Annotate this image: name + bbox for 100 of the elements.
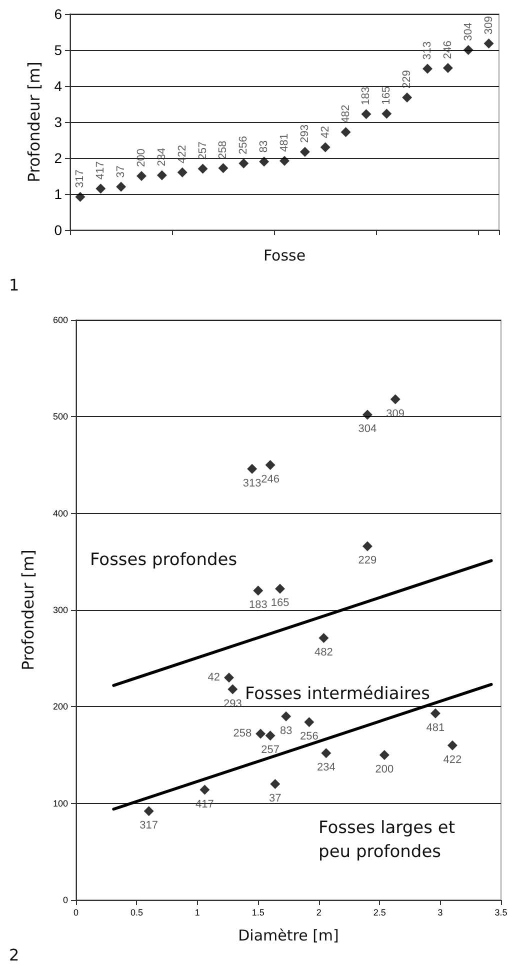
point	[200, 784, 210, 795]
x-tick-label: 258	[217, 140, 230, 160]
y-tick-label: 0	[54, 222, 62, 238]
x-tick-label: 2.5	[373, 908, 386, 918]
point	[156, 170, 167, 180]
x-tick-label: 3.5	[494, 908, 508, 918]
point	[177, 167, 188, 178]
point	[218, 163, 228, 174]
point	[484, 38, 494, 49]
x-tick-label: 0	[73, 908, 79, 918]
series-label: 422	[443, 754, 462, 766]
point	[390, 394, 400, 404]
point	[280, 156, 290, 166]
point	[362, 541, 372, 552]
series-label: 481	[426, 722, 445, 734]
series-label: 246	[261, 474, 280, 486]
series-label: 257	[261, 744, 280, 756]
x-tick-label: 0.5	[130, 908, 143, 918]
x-tick-label: 317	[74, 170, 86, 188]
series-label: 234	[316, 762, 336, 774]
x-tick-label: 83	[258, 140, 270, 153]
point	[75, 192, 86, 202]
point	[321, 748, 332, 758]
x-tick-label: 257	[196, 141, 209, 160]
point	[256, 728, 266, 739]
point	[275, 584, 285, 594]
point	[430, 708, 440, 718]
point	[270, 779, 280, 789]
y-tick-label: 400	[52, 508, 68, 518]
point	[136, 171, 146, 181]
series-label: 83	[280, 724, 292, 737]
point	[320, 142, 330, 152]
point	[224, 672, 234, 683]
x-tick-label: 37	[115, 166, 128, 178]
y-axis-title: Profondeur [m]	[24, 62, 44, 182]
y-tick-label: 1	[54, 186, 62, 202]
series-label: 317	[140, 820, 158, 832]
point	[96, 184, 106, 194]
series-label: 256	[300, 730, 318, 743]
point	[442, 63, 453, 73]
x-tick-label: 481	[278, 134, 290, 152]
point	[265, 730, 276, 741]
point	[300, 146, 310, 157]
x-tick-label: 1.5	[252, 908, 264, 918]
y-tick-label: 200	[52, 702, 68, 712]
x-tick-label: 417	[94, 161, 107, 180]
point	[422, 64, 432, 74]
point	[362, 410, 372, 420]
point	[402, 92, 412, 103]
point	[228, 684, 238, 694]
point	[253, 586, 264, 596]
annotation: Fosses profondes	[90, 550, 238, 570]
point	[463, 45, 474, 55]
point	[379, 750, 390, 760]
point	[447, 740, 458, 750]
x-axis-title: Diamètre [m]	[238, 926, 339, 944]
point	[198, 164, 208, 174]
point	[340, 127, 351, 138]
x-tick-label: 2	[316, 908, 322, 918]
point	[144, 806, 154, 816]
series-label: 313	[242, 477, 262, 490]
series-label: 229	[358, 554, 377, 567]
point	[247, 464, 258, 474]
series-label: 42	[208, 672, 220, 684]
y-tick-label: 500	[52, 412, 68, 422]
point	[304, 717, 314, 728]
series-label: 482	[314, 646, 333, 659]
y-axis-title: Profondeur [m]	[18, 550, 38, 670]
y-tick-label: 0	[62, 895, 68, 905]
annotation: Fosses intermédiaires	[245, 684, 430, 704]
y-tick-label: 5	[54, 42, 62, 58]
text: 2	[9, 946, 20, 964]
x-tick-label: 3	[438, 908, 443, 918]
y-tick-label: 4	[54, 78, 62, 94]
series-label: 304	[358, 423, 377, 436]
x-tick-label: 234	[156, 148, 168, 166]
y-tick-label: 600	[52, 315, 68, 325]
series-label: 165	[270, 597, 290, 610]
point	[281, 711, 292, 722]
y-tick-label: 300	[52, 605, 68, 615]
series-label: 37	[269, 792, 282, 804]
x-tick-label: 293	[298, 124, 311, 143]
point	[259, 156, 270, 167]
x-tick-label: 1	[194, 908, 200, 918]
series-label: 200	[375, 764, 394, 776]
y-tick-label: 100	[52, 798, 68, 808]
x-axis-title: Fosse	[263, 246, 306, 264]
annotation: Fosses larges et peu profondes	[318, 818, 456, 862]
point	[361, 109, 372, 120]
point	[318, 633, 329, 644]
series-label: 258	[233, 728, 252, 740]
point	[265, 460, 276, 470]
y-tick-label: 6	[54, 6, 62, 22]
point	[382, 108, 392, 119]
point	[238, 158, 249, 168]
x-tick-label: 256	[238, 136, 250, 154]
series-label: 183	[248, 599, 268, 612]
point	[116, 182, 126, 192]
text: 1	[9, 276, 20, 294]
x-tick-label: 200	[136, 148, 148, 167]
